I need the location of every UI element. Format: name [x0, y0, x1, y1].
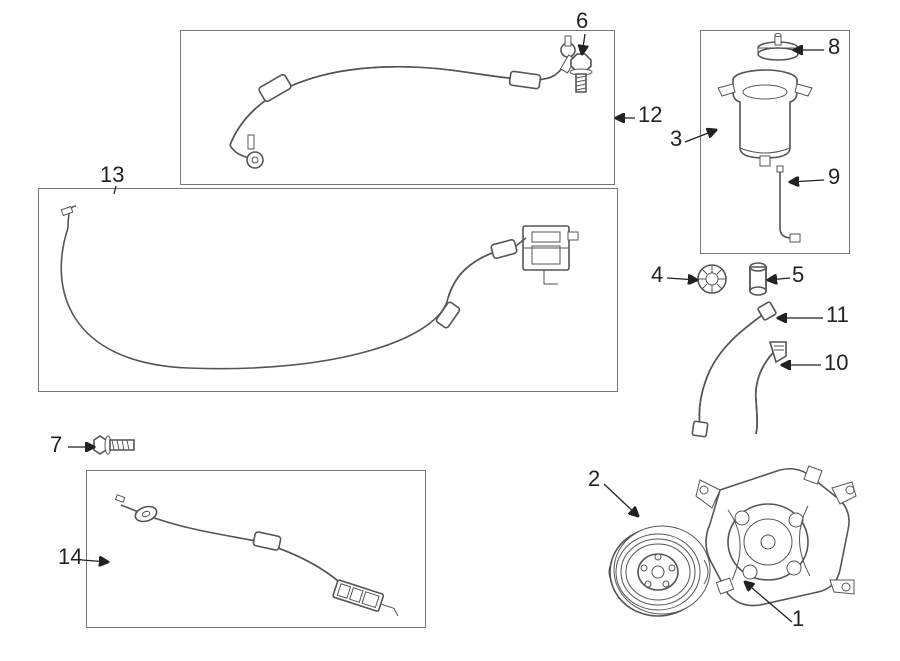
callout-13: 13 — [100, 162, 124, 188]
callout-7: 7 — [50, 432, 62, 458]
callout-1: 1 — [792, 606, 804, 632]
diagram-stage: 1 2 3 4 5 6 7 8 9 10 11 12 13 14 — [0, 0, 900, 661]
callout-4: 4 — [651, 262, 663, 288]
callout-14: 14 — [58, 544, 82, 570]
callout-10: 10 — [824, 350, 848, 376]
callout-5: 5 — [792, 262, 804, 288]
callout-2: 2 — [588, 466, 600, 492]
callout-6: 6 — [576, 8, 588, 34]
callout-9: 9 — [828, 164, 840, 190]
callout-11: 11 — [826, 302, 849, 328]
leader-lines — [0, 0, 900, 661]
callout-3: 3 — [670, 126, 682, 152]
callout-12: 12 — [638, 102, 662, 128]
callout-8: 8 — [828, 34, 840, 60]
